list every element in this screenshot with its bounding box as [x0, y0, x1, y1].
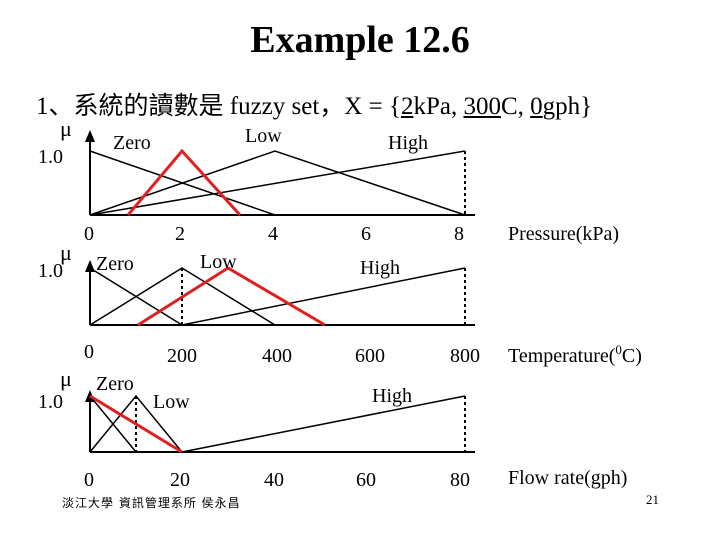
slide-title: Example 12.6: [250, 19, 470, 61]
temperature-unit: C,: [500, 93, 531, 120]
temperature-low-set: [89, 267, 276, 326]
flow-high-label: High: [372, 385, 412, 407]
flow-tick-1: 20: [170, 469, 190, 491]
flow-mu-label: μ: [60, 366, 72, 391]
pressure-tick-0: 0: [84, 223, 94, 245]
pressure-low-set: [89, 150, 466, 216]
flow-zero-label: Zero: [96, 373, 134, 395]
pressure-one-label: 1.0: [38, 146, 63, 168]
problem-statement: 1、系統的讀數是 fuzzy set，X = {2kPa, 300C, 0gph…: [36, 86, 592, 122]
pressure-reading: 2: [400, 93, 414, 120]
temperature-mu-label: μ: [60, 240, 72, 265]
statement-prefix: 1、系統的讀數是 fuzzy set，X = {: [36, 93, 401, 120]
temperature-zero-label: Zero: [96, 253, 134, 275]
temperature-tick-0: 0: [84, 341, 94, 363]
temperature-high-set: [181, 267, 466, 326]
flow-unit: gph}: [542, 93, 593, 120]
flow-tick-3: 60: [356, 469, 376, 491]
flow-reading: 0: [530, 93, 543, 120]
temperature-low-label: Low: [200, 251, 237, 273]
pressure-mu-label: μ: [60, 116, 72, 141]
flow-tick-2: 40: [264, 469, 284, 491]
pressure-unit: kPa,: [413, 93, 464, 120]
flow-low-label: Low: [153, 391, 190, 413]
flow-tick-0: 0: [84, 469, 94, 491]
flow-tick-4: 80: [450, 469, 470, 491]
temperature-reading-marker: [137, 266, 326, 327]
pressure-panel: μ 1.0 Zero Low High 0 2 4 6 8 Pressure(k…: [38, 116, 619, 245]
pressure-tick-1: 2: [175, 223, 185, 245]
temperature-tick-4: 800: [450, 345, 480, 367]
footer-credit: 淡江大學 資訊管理系所 侯永昌: [62, 496, 241, 510]
page-number: 21: [646, 492, 659, 507]
temperature-tick-1: 200: [167, 345, 197, 367]
pressure-zero-label: Zero: [113, 132, 151, 154]
temperature-tick-3: 600: [355, 345, 385, 367]
flow-high-set: [181, 395, 466, 453]
pressure-tick-4: 8: [454, 223, 464, 245]
pressure-low-label: Low: [245, 125, 282, 147]
temperature-panel: μ 1.0 Zero Low High 0 200 400 600 800 Te…: [38, 240, 642, 367]
temperature-axis-label: Temperature(0C): [508, 342, 642, 367]
pressure-axis-label: Pressure(kPa): [508, 223, 619, 245]
temperature-one-label: 1.0: [38, 260, 63, 282]
flow-reading-marker: [89, 394, 183, 454]
flow-low-set: [89, 394, 183, 453]
temperature-reading: 300: [463, 93, 501, 120]
pressure-tick-3: 6: [361, 223, 371, 245]
temperature-high-label: High: [360, 257, 400, 279]
flow-panel: μ 1.0 Zero Low High 0 20 40 60 80 Flow r…: [38, 366, 627, 491]
flow-axis-label: Flow rate(gph): [508, 467, 627, 489]
pressure-y-arrow: [85, 130, 95, 142]
temperature-tick-2: 400: [262, 345, 292, 367]
pressure-high-set: [89, 150, 466, 216]
pressure-tick-2: 4: [268, 223, 278, 245]
pressure-high-label: High: [388, 132, 428, 154]
flow-one-label: 1.0: [38, 391, 63, 413]
pressure-reading-marker: [126, 148, 242, 217]
